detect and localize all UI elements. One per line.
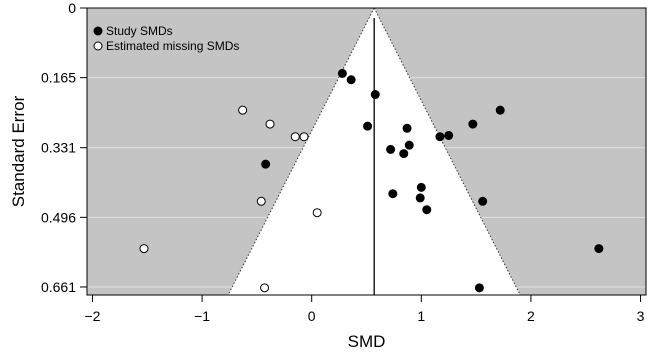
study-point-15 [415, 193, 425, 203]
y-tick-label-0: 0 [68, 0, 76, 16]
y-tick-label-3: 0.496 [41, 209, 76, 225]
missing-point-2 [290, 132, 300, 142]
missing-point-6 [139, 244, 149, 254]
study-point-5 [386, 144, 396, 154]
study-point-19 [474, 283, 484, 293]
missing-point-7 [260, 283, 270, 293]
study-point-12 [261, 159, 271, 169]
missing-point-0 [238, 105, 248, 115]
missing-point-3 [299, 132, 309, 142]
legend-label-missing: Estimated missing SMDs [106, 39, 239, 53]
x-tick-label-5: 3 [637, 308, 645, 324]
plot-frame [86, 7, 647, 296]
study-point-13 [416, 182, 426, 192]
legend: Study SMDs Estimated missing SMDs [93, 24, 239, 53]
x-tick-label-2: 0 [308, 308, 316, 324]
legend-label-study: Study SMDs [106, 24, 173, 38]
y-axis-title: Standard Error [9, 95, 28, 207]
y-axis: 0 0.165 0.331 0.496 0.661 [41, 0, 87, 295]
study-point-0 [337, 68, 347, 78]
missing-point-1 [265, 119, 275, 129]
x-axis: −2 −1 0 1 2 3 [84, 295, 645, 324]
y-tick-label-1: 0.165 [41, 70, 76, 86]
x-tick-label-4: 2 [527, 308, 535, 324]
study-point-11 [495, 105, 505, 115]
x-tick-label-3: 1 [417, 308, 425, 324]
x-tick-label-0: −2 [84, 308, 100, 324]
study-point-14 [388, 189, 398, 199]
legend-marker-study [93, 26, 103, 36]
funnel-boundary-right [373, 7, 521, 296]
study-point-4 [402, 123, 412, 133]
study-point-10 [468, 119, 478, 129]
study-point-6 [404, 140, 414, 150]
legend-marker-missing [93, 41, 103, 51]
study-point-2 [370, 90, 380, 100]
y-tick-label-4: 0.661 [41, 279, 76, 295]
study-point-16 [422, 205, 432, 215]
funnel-boundary-left [227, 7, 375, 296]
study-point-7 [399, 149, 409, 159]
x-tick-label-1: −1 [194, 308, 210, 324]
study-point-3 [363, 121, 373, 131]
missing-point-5 [312, 208, 322, 218]
funnel-boundaries [227, 7, 521, 296]
study-point-1 [346, 75, 356, 85]
study-point-9 [444, 130, 454, 140]
y-tick-label-2: 0.331 [41, 140, 76, 156]
missing-point-4 [256, 196, 266, 206]
study-point-18 [594, 244, 604, 254]
data-points [139, 68, 604, 293]
x-axis-title: SMD [348, 332, 386, 351]
study-point-8 [435, 132, 445, 142]
study-point-17 [478, 196, 488, 206]
